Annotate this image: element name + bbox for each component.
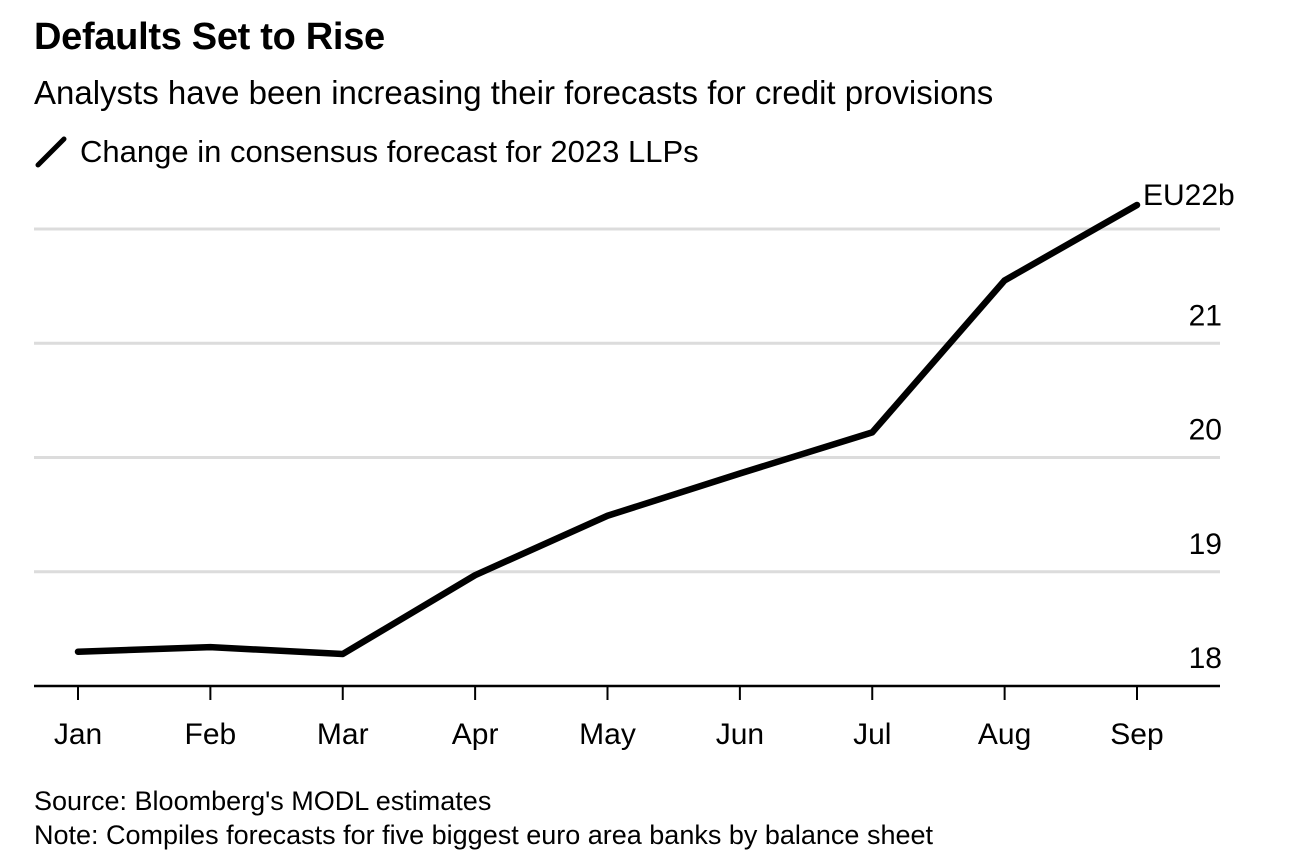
x-tick-label: Jul: [853, 718, 891, 751]
y-axis-labels: 18 19 20 21: [1189, 299, 1222, 675]
x-tick-label: Aug: [978, 718, 1031, 751]
x-tick-label: Jan: [54, 718, 102, 751]
end-value-label: EU22b: [1143, 179, 1235, 212]
gridlines: [34, 227, 1220, 574]
series-line: [74, 201, 1141, 658]
note-text: Note: Compiles forecasts for five bigges…: [34, 820, 933, 850]
line-swatch-icon: [35, 136, 67, 168]
x-tick-label: May: [579, 718, 636, 751]
y-tick-label: 18: [1189, 642, 1222, 675]
chart-subtitle: Analysts have been increasing their fore…: [34, 74, 994, 111]
y-tick-label: 21: [1189, 299, 1222, 332]
x-axis: [34, 684, 1220, 700]
x-tick-label: Sep: [1110, 718, 1163, 751]
chart-title: Defaults Set to Rise: [34, 16, 385, 58]
legend: Change in consensus forecast for 2023 LL…: [34, 134, 699, 170]
x-tick-label: Jun: [716, 718, 764, 751]
source-text: Source: Bloomberg's MODL estimates: [34, 786, 492, 816]
x-tick-label: Feb: [185, 718, 237, 751]
series: EU22b: [74, 179, 1235, 658]
x-axis-labels: Jan Feb Mar Apr May Jun Jul Aug Sep: [54, 718, 1164, 751]
legend-label: Change in consensus forecast for 2023 LL…: [80, 134, 699, 169]
y-tick-label: 20: [1189, 414, 1222, 447]
x-tick-label: Mar: [317, 718, 369, 751]
y-tick-label: 19: [1189, 528, 1222, 561]
x-tick-label: Apr: [452, 718, 499, 751]
